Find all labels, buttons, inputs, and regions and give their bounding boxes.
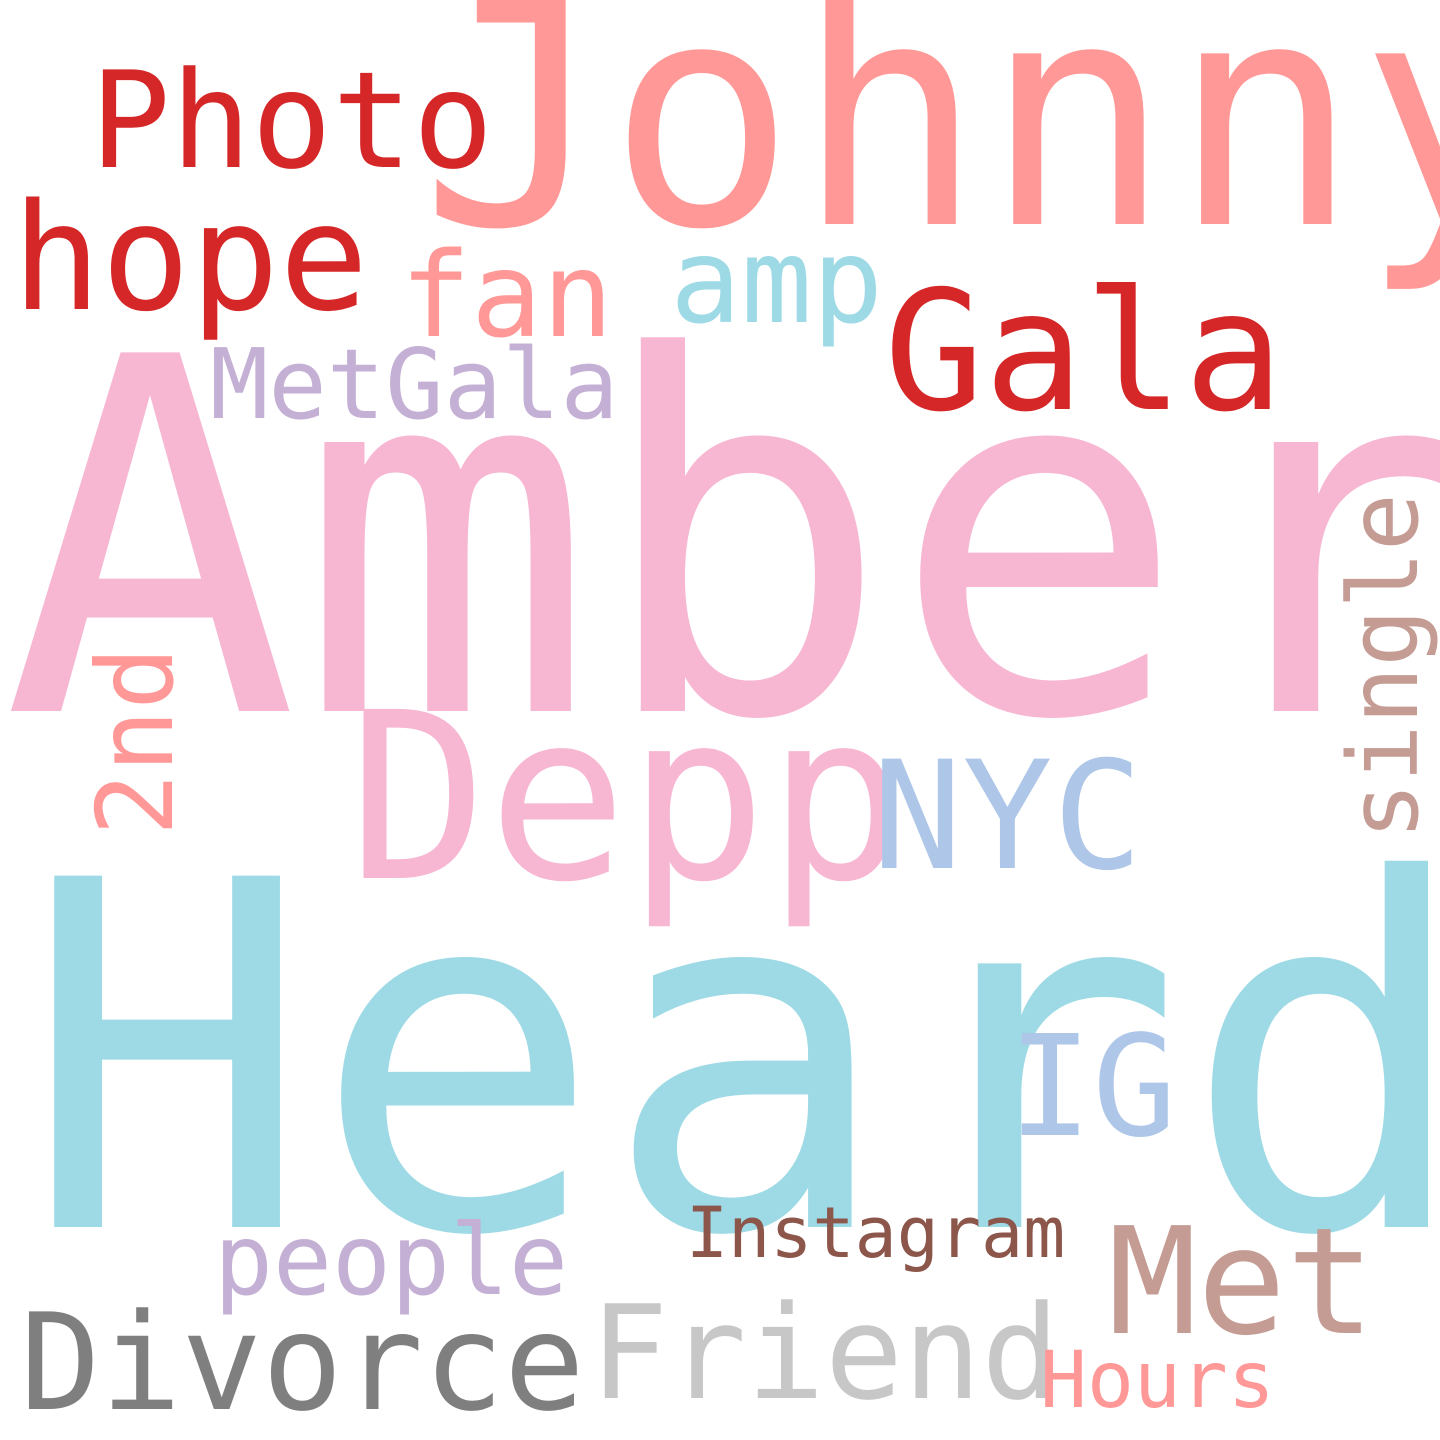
word-gala: Gala	[884, 256, 1284, 449]
word-2nd: 2nd	[75, 646, 197, 836]
word-depp: Depp	[348, 663, 907, 933]
word-photo: Photo	[90, 43, 494, 199]
word-nyc: NYC	[872, 730, 1143, 904]
word-hours: Hours	[1040, 1336, 1275, 1426]
word-amber: Amber	[2, 255, 1440, 828]
word-people: people	[214, 1204, 569, 1318]
word-heard: Heard	[22, 780, 1440, 1341]
word-metgala: MetGala	[210, 328, 619, 441]
word-fan: fan	[400, 226, 614, 364]
word-ig: IG	[1008, 1006, 1177, 1169]
word-johnny: Johnny	[420, 0, 1440, 298]
word-hope: hope	[12, 172, 369, 344]
word-instagram: Instagram	[686, 1192, 1066, 1274]
word-divorce: Divorce	[20, 1285, 585, 1440]
word-single: single	[1328, 493, 1440, 840]
word-friend: Friend	[590, 1277, 1060, 1429]
word-met: Met	[1108, 1196, 1376, 1368]
word-amp: amp	[670, 212, 884, 350]
